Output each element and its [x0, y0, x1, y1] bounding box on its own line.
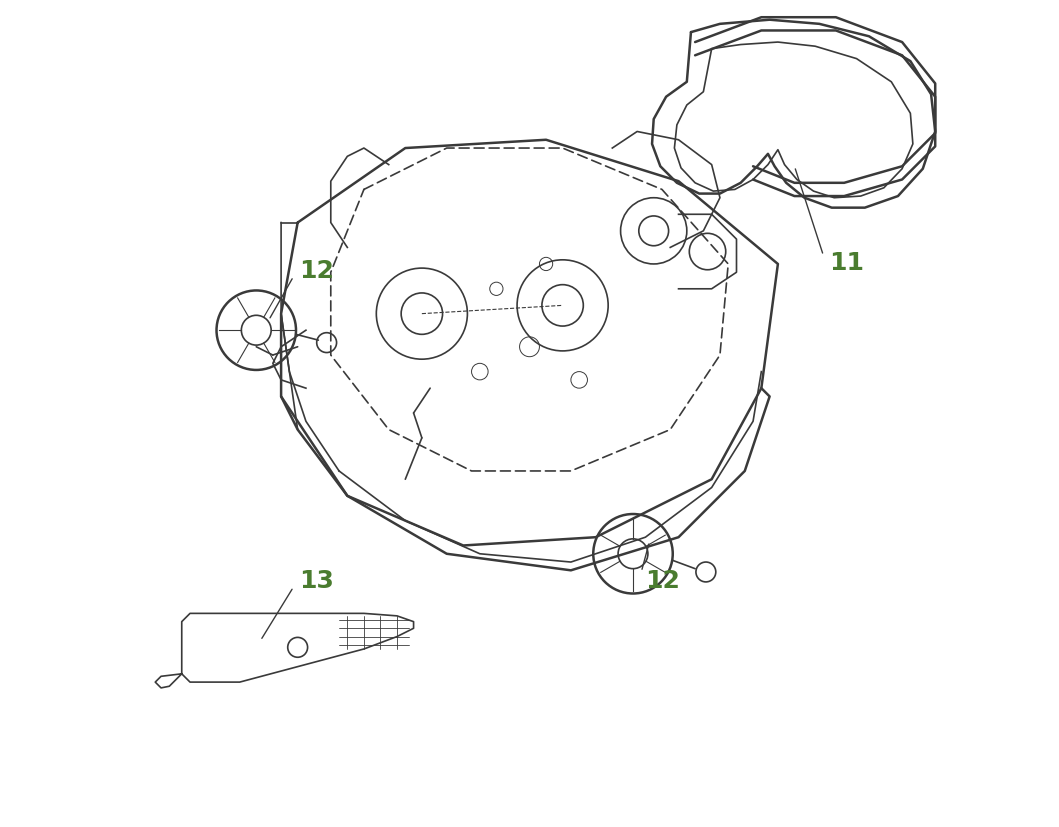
- Text: 12: 12: [300, 259, 335, 282]
- Text: 13: 13: [300, 569, 335, 592]
- Text: 12: 12: [645, 569, 680, 592]
- Text: 11: 11: [829, 251, 864, 275]
